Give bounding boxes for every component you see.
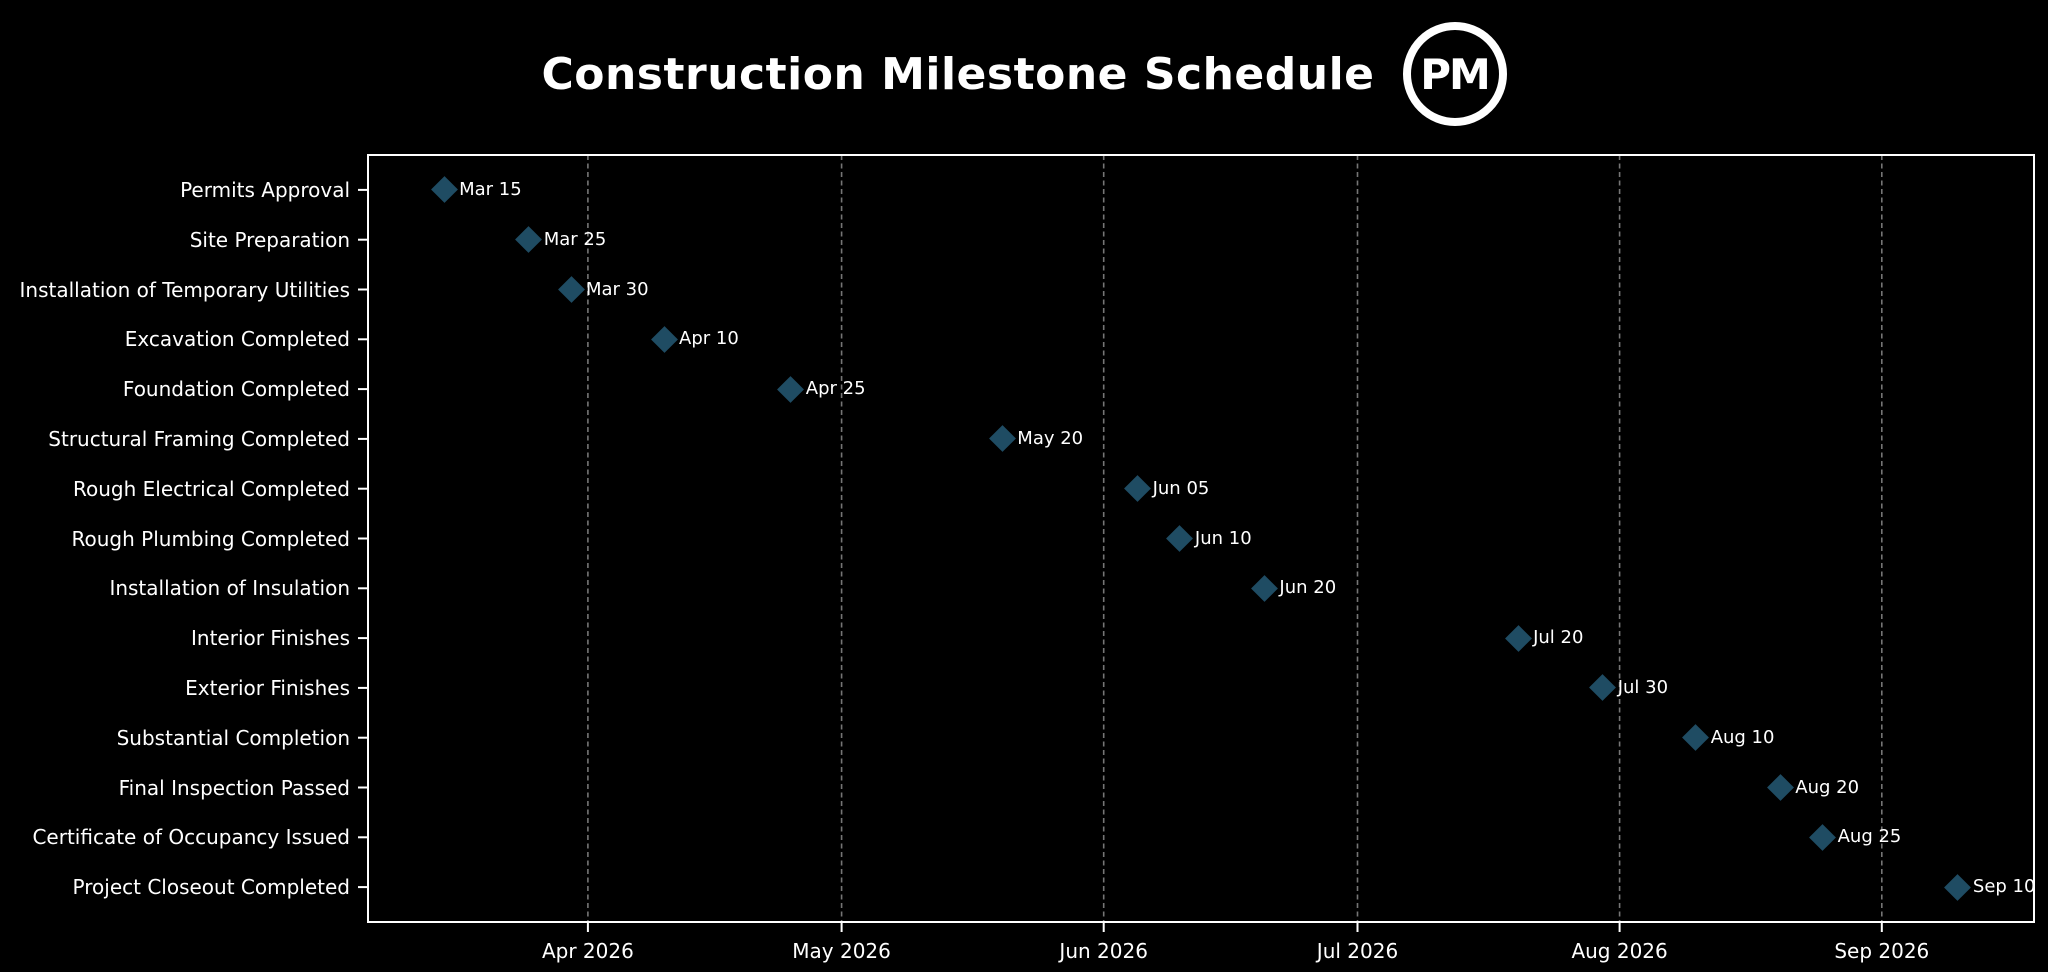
milestone-diamond-marker <box>650 325 678 353</box>
milestone-diamond-marker <box>1250 574 1278 602</box>
milestone-diamond-marker <box>1944 873 1972 901</box>
milestone-date-label: Aug 20 <box>1795 776 1860 798</box>
x-tick-label: Jun 2026 <box>1059 939 1148 963</box>
milestone-row-label: Project Closeout Completed <box>72 875 350 900</box>
milestone-row-label: Excavation Completed <box>124 327 350 352</box>
milestone-row-label: Final Inspection Passed <box>118 775 350 800</box>
milestone-row-label: Permits Approval <box>180 177 350 202</box>
milestone-diamond-marker <box>777 375 805 403</box>
plot-border <box>367 154 2035 923</box>
page-title: Construction Milestone Schedule <box>541 48 1375 100</box>
milestone-date-label: Jun 10 <box>1194 527 1252 549</box>
x-tick-label: May 2026 <box>792 939 891 963</box>
milestone-row-label: Rough Electrical Completed <box>72 476 350 501</box>
x-tick-label: Jul 2026 <box>1316 939 1399 963</box>
milestone-date-label: Jun 05 <box>1152 477 1210 499</box>
milestone-date-label: Apr 10 <box>679 328 739 350</box>
milestone-date-label: Jul 20 <box>1533 627 1584 649</box>
milestone-row-label: Installation of Temporary Utilities <box>19 277 350 302</box>
milestone-date-label: Apr 25 <box>805 378 866 400</box>
milestone-row-label: Foundation Completed <box>122 377 350 402</box>
milestone-date-label: Mar 25 <box>543 228 607 250</box>
milestone-row-label: Rough Plumbing Completed <box>71 526 350 551</box>
milestone-row-label: Interior Finishes <box>191 626 350 651</box>
milestone-row-label: Structural Framing Completed <box>48 426 350 451</box>
milestone-row-label: Substantial Completion <box>116 725 350 750</box>
milestone-diamond-marker <box>988 425 1016 453</box>
milestone-diamond-marker <box>1166 525 1194 552</box>
milestone-row-label: Exterior Finishes <box>185 675 350 700</box>
milestone-date-label: Aug 25 <box>1837 826 1902 848</box>
milestone-diamond-marker <box>557 276 585 303</box>
x-tick-label: Aug 2026 <box>1571 939 1668 963</box>
chart-header: Construction Milestone Schedule PM <box>0 0 2048 148</box>
milestone-date-label: May 20 <box>1017 427 1084 449</box>
milestone-date-label: Mar 30 <box>586 278 649 300</box>
x-tick-label: Sep 2026 <box>1834 939 1930 963</box>
milestone-date-label: Sep 10 <box>1972 876 2036 898</box>
pm-logo-text: PM <box>1420 49 1491 99</box>
milestone-diamond-marker <box>430 176 458 204</box>
milestone-row-label: Certificate of Occupancy Issued <box>32 825 350 850</box>
milestone-date-label: Mar 15 <box>459 178 522 200</box>
milestone-date-label: Aug 10 <box>1710 726 1775 748</box>
milestone-diamond-marker <box>515 226 543 254</box>
milestone-diamond-marker <box>1809 823 1837 851</box>
pm-logo-icon: PM <box>1402 22 1507 126</box>
milestone-row-label: Site Preparation <box>189 227 350 252</box>
milestone-diamond-marker <box>1124 475 1152 503</box>
x-tick-label: Apr 2026 <box>541 939 634 963</box>
milestone-row-label: Installation of Insulation <box>109 576 350 601</box>
milestone-diamond-marker <box>1589 674 1617 702</box>
milestone-date-label: Jun 20 <box>1279 577 1337 599</box>
milestone-date-label: Jul 30 <box>1617 676 1669 698</box>
milestone-diamond-marker <box>1682 724 1710 752</box>
milestone-diamond-marker <box>1766 774 1794 801</box>
milestone-diamond-marker <box>1504 624 1532 652</box>
